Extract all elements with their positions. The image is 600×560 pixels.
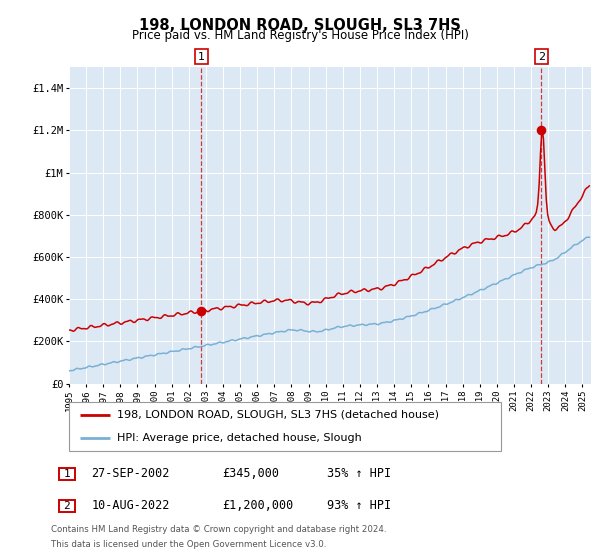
Text: £345,000: £345,000	[222, 466, 279, 480]
Text: 198, LONDON ROAD, SLOUGH, SL3 7HS (detached house): 198, LONDON ROAD, SLOUGH, SL3 7HS (detac…	[118, 410, 439, 420]
FancyBboxPatch shape	[69, 402, 501, 451]
Text: 35% ↑ HPI: 35% ↑ HPI	[327, 466, 391, 480]
Text: 1: 1	[198, 52, 205, 62]
Text: £1,200,000: £1,200,000	[222, 498, 293, 512]
Point	[197, 306, 206, 315]
Text: 93% ↑ HPI: 93% ↑ HPI	[327, 498, 391, 512]
Text: HPI: Average price, detached house, Slough: HPI: Average price, detached house, Slou…	[118, 433, 362, 444]
Text: 2: 2	[538, 52, 545, 62]
Text: Contains HM Land Registry data © Crown copyright and database right 2024.: Contains HM Land Registry data © Crown c…	[51, 525, 386, 534]
Text: Price paid vs. HM Land Registry's House Price Index (HPI): Price paid vs. HM Land Registry's House …	[131, 29, 469, 42]
Text: 27-SEP-2002: 27-SEP-2002	[91, 466, 170, 480]
Text: 1: 1	[63, 469, 70, 479]
Text: This data is licensed under the Open Government Licence v3.0.: This data is licensed under the Open Gov…	[51, 540, 326, 549]
Text: 10-AUG-2022: 10-AUG-2022	[91, 498, 170, 512]
FancyBboxPatch shape	[59, 468, 74, 480]
FancyBboxPatch shape	[59, 500, 74, 512]
Point	[536, 126, 546, 135]
Text: 2: 2	[63, 501, 70, 511]
Text: 198, LONDON ROAD, SLOUGH, SL3 7HS: 198, LONDON ROAD, SLOUGH, SL3 7HS	[139, 18, 461, 33]
